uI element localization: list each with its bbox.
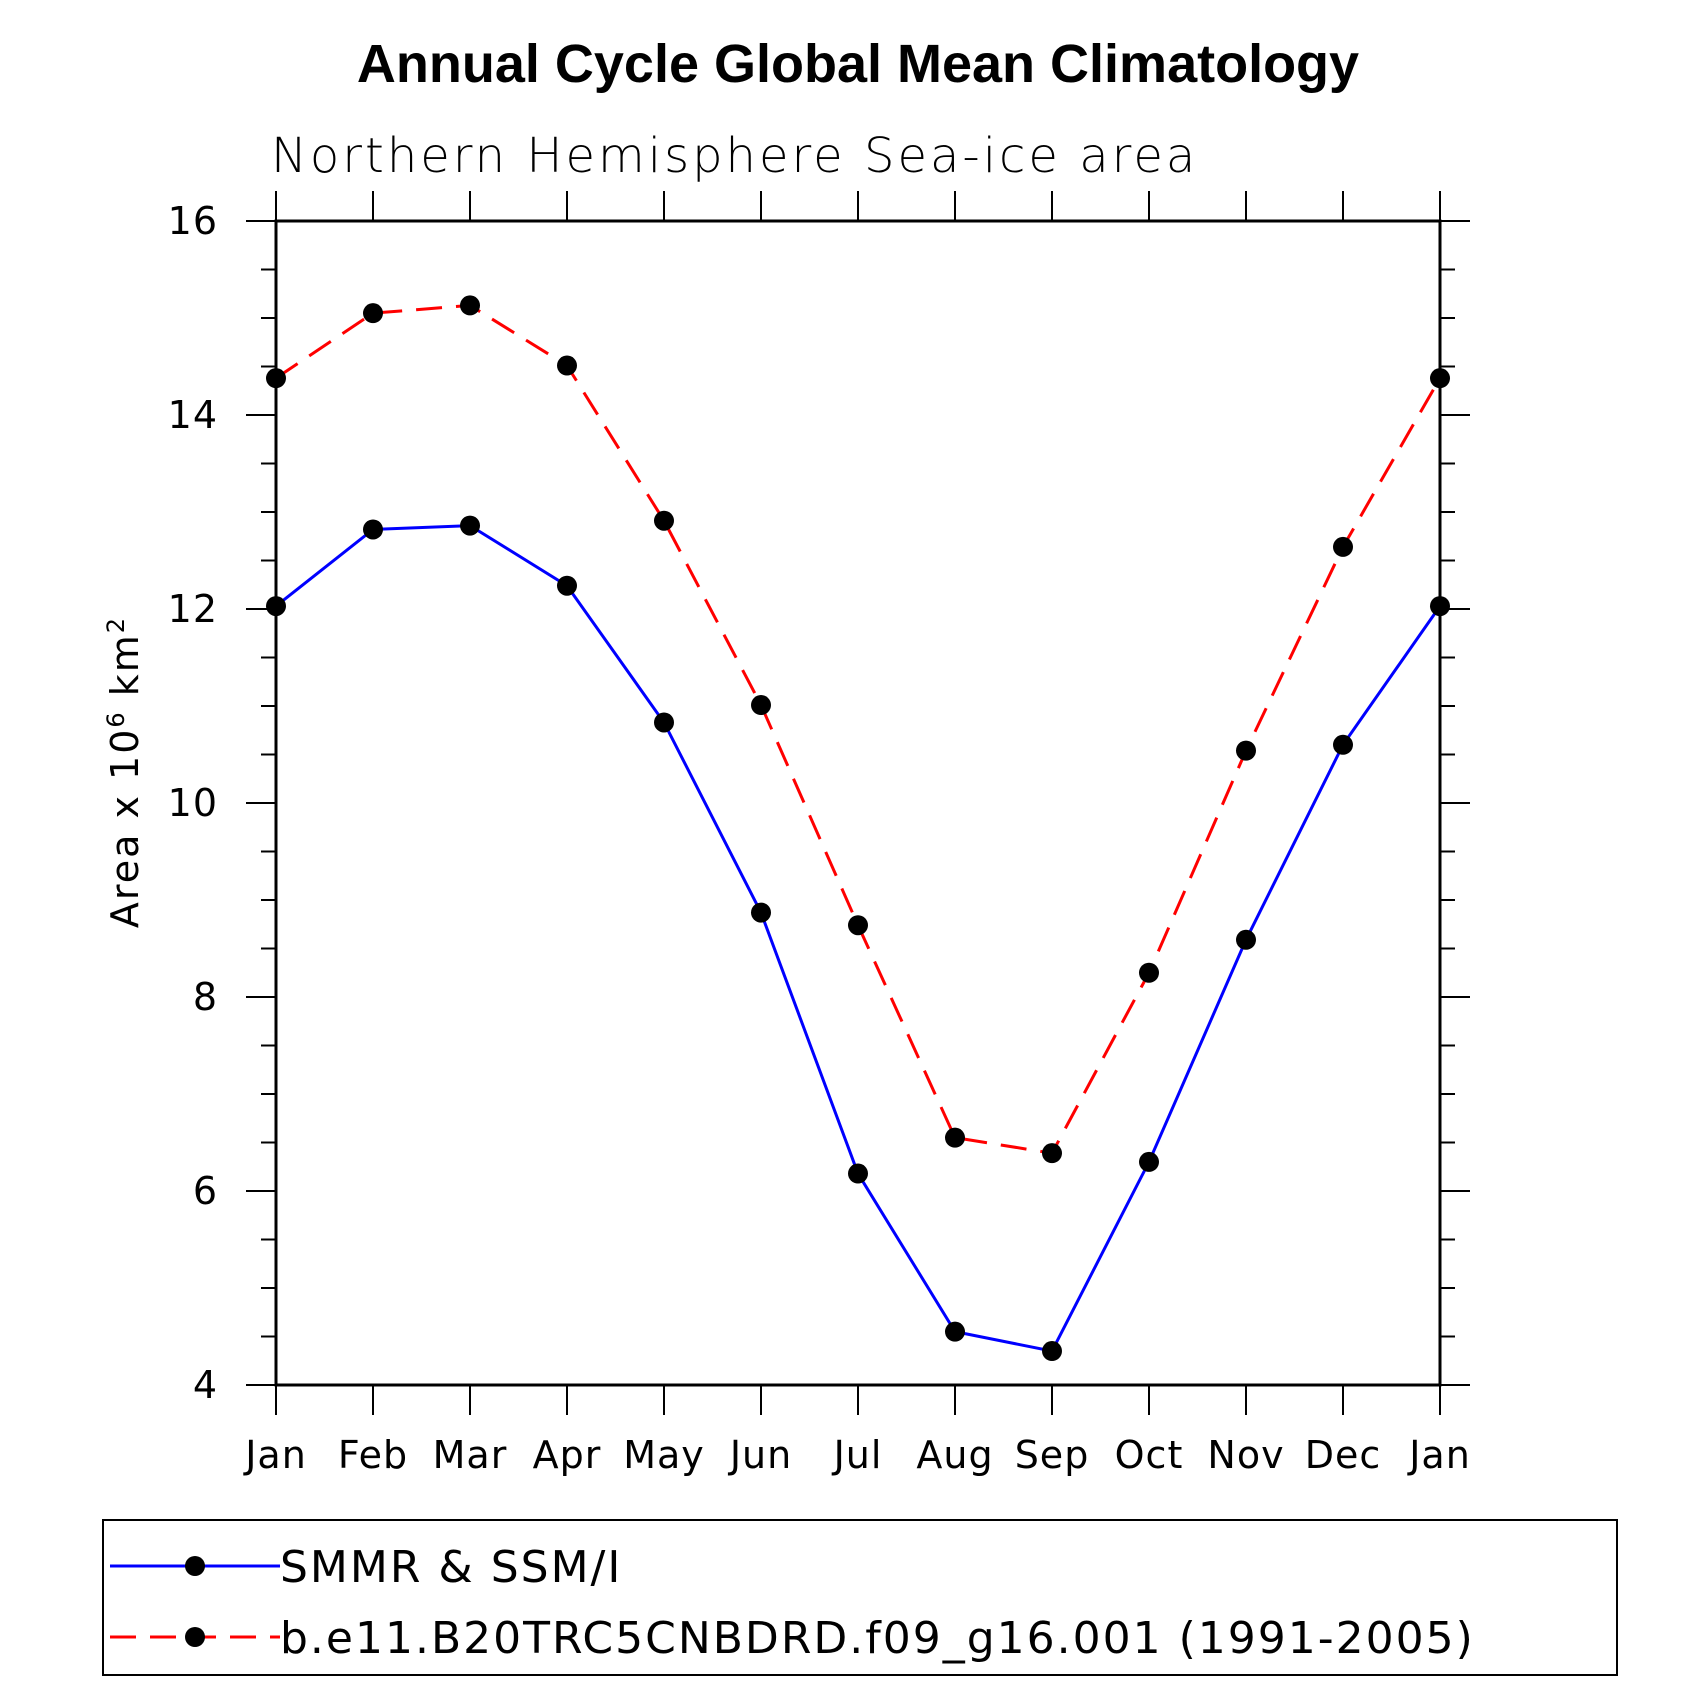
data-point-series-1 xyxy=(654,712,674,733)
x-tick-label: Mar xyxy=(433,1433,508,1477)
data-point-series-1 xyxy=(460,515,480,536)
data-point-series-2 xyxy=(266,368,286,389)
x-tick-label: Jan xyxy=(1407,1433,1471,1477)
data-point-series-2 xyxy=(751,695,771,716)
x-tick-label: Apr xyxy=(533,1433,602,1477)
x-axis: Jan Feb Mar Apr May Jun Jul Aug Sep Oct Nov Dec Jan xyxy=(243,191,1471,1477)
x-tick-label: Sep xyxy=(1015,1433,1090,1477)
data-point-series-1 xyxy=(1236,929,1256,950)
data-point-series-2 xyxy=(1236,740,1256,761)
y-tick-label: 8 xyxy=(193,975,218,1019)
series-line-2 xyxy=(275,303,1442,1155)
data-point-series-1 xyxy=(1430,596,1450,617)
legend-label-series-1: SMMR & SSM/I xyxy=(280,1542,622,1593)
x-tick-label: Nov xyxy=(1207,1433,1284,1477)
x-tick-label: Jun xyxy=(728,1433,792,1477)
chart-title: Annual Cycle Global Mean Climatology xyxy=(357,34,1359,94)
data-point-series-2 xyxy=(460,295,480,316)
data-point-series-1 xyxy=(945,1321,965,1342)
data-point-series-1 xyxy=(1333,734,1353,755)
data-point-series-1 xyxy=(848,1163,868,1184)
data-point-series-2 xyxy=(363,303,383,324)
plot-area xyxy=(274,219,1442,1387)
x-tick-label: Dec xyxy=(1305,1433,1382,1477)
x-tick-label: Jul xyxy=(832,1433,883,1477)
y-tick-label: 16 xyxy=(168,199,218,243)
series-line-1 xyxy=(275,524,1442,1353)
y-axis-label-exponent: 6 xyxy=(102,710,130,727)
series-layer xyxy=(266,295,1450,1362)
x-tick-label: Jan xyxy=(243,1433,307,1477)
data-point-series-1 xyxy=(557,575,577,596)
data-point-series-2 xyxy=(1430,368,1450,389)
data-point-series-2 xyxy=(557,355,577,376)
data-point-series-2 xyxy=(1139,962,1159,983)
y-axis-label-exponent: 2 xyxy=(102,616,130,633)
plot-border xyxy=(274,219,1442,1387)
data-point-series-2 xyxy=(1333,536,1353,557)
data-point-series-1 xyxy=(751,902,771,923)
y-tick-label: 12 xyxy=(168,587,218,631)
y-tick-label: 10 xyxy=(168,781,218,825)
y-tick-label: 14 xyxy=(168,393,218,437)
legend-marker-series-1 xyxy=(185,1556,205,1576)
legend: SMMR & SSM/I b.e11.B20TRC5CNBDRD.f09_g16… xyxy=(102,1519,1618,1676)
y-axis: 4 6 8 10 12 14 16 xyxy=(168,199,1470,1407)
x-tick-label: Aug xyxy=(916,1433,993,1477)
legend-marker-series-2 xyxy=(185,1627,205,1647)
data-point-series-2 xyxy=(945,1127,965,1148)
data-point-series-1 xyxy=(266,596,286,617)
y-tick-label: 6 xyxy=(193,1169,218,1213)
data-point-series-2 xyxy=(1042,1143,1062,1164)
data-point-series-1 xyxy=(1042,1341,1062,1362)
x-tick-label: May xyxy=(623,1433,705,1477)
data-point-series-1 xyxy=(1139,1151,1159,1172)
x-tick-label: Feb xyxy=(338,1433,408,1477)
data-point-series-1 xyxy=(363,519,383,540)
data-point-series-2 xyxy=(654,510,674,531)
y-axis-label: Area x 106 km2 xyxy=(102,616,147,928)
legend-box xyxy=(102,1519,1618,1676)
legend-label-series-2: b.e11.B20TRC5CNBDRD.f09_g16.001 (1991-20… xyxy=(280,1613,1475,1664)
x-tick-label: Oct xyxy=(1115,1433,1184,1477)
y-tick-label: 4 xyxy=(193,1363,218,1407)
data-point-series-2 xyxy=(848,915,868,936)
chart-subtitle: Northern Hemisphere Sea-ice area xyxy=(271,128,1198,184)
